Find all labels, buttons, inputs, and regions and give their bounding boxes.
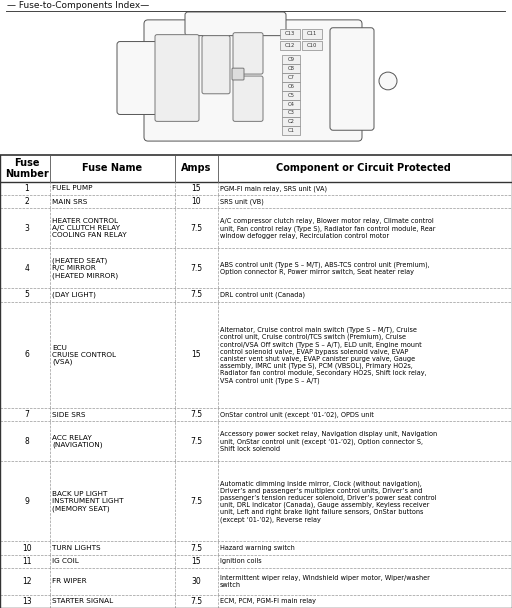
- FancyBboxPatch shape: [330, 28, 374, 130]
- Bar: [282, 91, 300, 100]
- Text: C6: C6: [288, 84, 294, 89]
- Text: 12: 12: [22, 577, 32, 586]
- Text: PGM-FI main relay, SRS unit (VA): PGM-FI main relay, SRS unit (VA): [220, 185, 327, 192]
- Text: 7: 7: [25, 410, 29, 420]
- Text: — Fuse-to-Components Index—: — Fuse-to-Components Index—: [7, 1, 150, 10]
- Bar: [282, 64, 300, 73]
- Text: C2: C2: [288, 119, 294, 125]
- Text: Fuse
Number: Fuse Number: [5, 157, 49, 179]
- Text: Ignition coils: Ignition coils: [220, 558, 261, 564]
- Text: 15: 15: [191, 557, 201, 566]
- Text: BACK UP LIGHT
INSTRUMENT LIGHT
(MEMORY SEAT): BACK UP LIGHT INSTRUMENT LIGHT (MEMORY S…: [52, 491, 123, 512]
- Text: ABS control unit (Type S – M/T), ABS-TCS control unit (Premium),
Option connecto: ABS control unit (Type S – M/T), ABS-TCS…: [220, 261, 429, 275]
- Text: 7.5: 7.5: [190, 597, 203, 606]
- Text: 7.5: 7.5: [190, 224, 203, 233]
- Text: 10: 10: [191, 197, 201, 206]
- Text: 8: 8: [25, 437, 29, 446]
- Text: C11: C11: [307, 31, 317, 36]
- Text: 15: 15: [191, 184, 201, 193]
- Text: MAIN SRS: MAIN SRS: [52, 199, 88, 205]
- Text: 7.5: 7.5: [190, 437, 203, 446]
- Text: 7.5: 7.5: [190, 544, 203, 553]
- Text: 7.5: 7.5: [190, 410, 203, 420]
- Text: C7: C7: [288, 75, 294, 80]
- Text: 7.5: 7.5: [190, 291, 203, 299]
- Text: SRS unit (VB): SRS unit (VB): [220, 198, 263, 205]
- FancyBboxPatch shape: [202, 36, 230, 94]
- Text: SIDE SRS: SIDE SRS: [52, 412, 86, 418]
- Text: 9: 9: [25, 497, 29, 506]
- Text: 7.5: 7.5: [190, 497, 203, 506]
- Bar: [282, 126, 300, 135]
- Text: FUEL PUMP: FUEL PUMP: [52, 185, 93, 192]
- Bar: [282, 82, 300, 91]
- Bar: [282, 73, 300, 82]
- Text: 4: 4: [25, 264, 29, 273]
- Text: C12: C12: [285, 43, 295, 48]
- Text: 6: 6: [25, 350, 29, 359]
- Text: Accessory power socket relay, Navigation display unit, Navigation
unit, OnStar c: Accessory power socket relay, Navigation…: [220, 431, 437, 452]
- Text: Alternator, Cruise control main switch (Type S – M/T), Cruise
control unit, Crui: Alternator, Cruise control main switch (…: [220, 326, 426, 384]
- Text: 15: 15: [191, 350, 201, 359]
- Text: HEATER CONTROL
A/C CLUTCH RELAY
COOLING FAN RELAY: HEATER CONTROL A/C CLUTCH RELAY COOLING …: [52, 218, 126, 238]
- Text: Component or Circuit Protected: Component or Circuit Protected: [275, 164, 451, 173]
- Text: FR WIPER: FR WIPER: [52, 578, 87, 584]
- FancyBboxPatch shape: [233, 76, 263, 122]
- Bar: [282, 117, 300, 126]
- Text: C8: C8: [288, 66, 294, 71]
- Text: (HEATED SEAT)
R/C MIRROR
(HEATED MIRROR): (HEATED SEAT) R/C MIRROR (HEATED MIRROR): [52, 258, 118, 279]
- Text: C4: C4: [288, 102, 294, 106]
- Text: ECU
CRUISE CONTROL
(VSA): ECU CRUISE CONTROL (VSA): [52, 345, 116, 365]
- Text: 7.5: 7.5: [190, 264, 203, 273]
- Text: ECM, PCM, PGM-FI main relay: ECM, PCM, PGM-FI main relay: [220, 598, 315, 604]
- Text: Amps: Amps: [181, 164, 211, 173]
- FancyBboxPatch shape: [233, 33, 263, 74]
- Text: 30: 30: [191, 577, 201, 586]
- FancyBboxPatch shape: [155, 35, 199, 122]
- Text: 11: 11: [22, 557, 32, 566]
- FancyBboxPatch shape: [185, 12, 286, 36]
- Bar: [302, 41, 322, 50]
- Bar: [280, 41, 300, 50]
- Circle shape: [379, 72, 397, 90]
- Text: DRL control unit (Canada): DRL control unit (Canada): [220, 292, 305, 298]
- Bar: [282, 100, 300, 109]
- Text: OnStar control unit (except ‘01-’02), OPDS unit: OnStar control unit (except ‘01-’02), OP…: [220, 412, 373, 418]
- Text: 1: 1: [25, 184, 29, 193]
- Text: TURN LIGHTS: TURN LIGHTS: [52, 545, 101, 551]
- Text: 13: 13: [22, 597, 32, 606]
- FancyBboxPatch shape: [144, 20, 362, 141]
- Text: IG COIL: IG COIL: [52, 558, 79, 564]
- Text: C9: C9: [288, 57, 294, 62]
- Text: C13: C13: [285, 31, 295, 36]
- Text: ACC RELAY
(NAVIGATION): ACC RELAY (NAVIGATION): [52, 435, 102, 448]
- Text: 10: 10: [22, 544, 32, 553]
- Text: A/C compressor clutch relay, Blower motor relay, Climate control
unit, Fan contr: A/C compressor clutch relay, Blower moto…: [220, 218, 435, 238]
- FancyBboxPatch shape: [232, 68, 244, 80]
- Text: C10: C10: [307, 43, 317, 48]
- Bar: [282, 55, 300, 64]
- Text: Hazard warning switch: Hazard warning switch: [220, 545, 294, 551]
- Bar: [302, 29, 322, 38]
- Text: C3: C3: [288, 111, 294, 116]
- FancyBboxPatch shape: [117, 41, 158, 114]
- Text: C5: C5: [288, 93, 294, 98]
- Text: C1: C1: [288, 128, 294, 133]
- Bar: [282, 109, 300, 117]
- Text: 3: 3: [25, 224, 29, 233]
- Text: 5: 5: [25, 291, 29, 299]
- Text: Fuse Name: Fuse Name: [82, 164, 142, 173]
- Text: (DAY LIGHT): (DAY LIGHT): [52, 292, 96, 298]
- Text: Intermittent wiper relay, Windshield wiper motor, Wiper/washer
switch: Intermittent wiper relay, Windshield wip…: [220, 575, 430, 588]
- Text: Automatic dimming inside mirror, Clock (without navigation),
Driver’s and passen: Automatic dimming inside mirror, Clock (…: [220, 480, 436, 523]
- Text: STARTER SIGNAL: STARTER SIGNAL: [52, 598, 113, 604]
- Bar: [280, 29, 300, 38]
- Text: 2: 2: [25, 197, 29, 206]
